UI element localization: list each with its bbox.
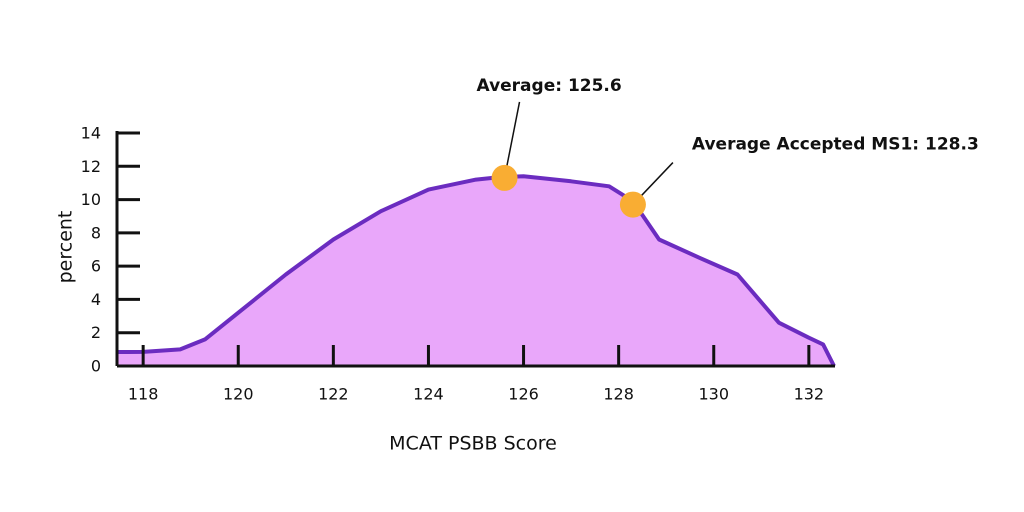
x-tick-label: 124	[413, 385, 444, 404]
x-axis-label: MCAT PSBB Score	[389, 433, 557, 455]
y-tick-label: 6	[91, 257, 101, 276]
y-tick-label: 8	[91, 223, 101, 242]
x-tick-label: 126	[508, 385, 539, 404]
x-tick-label: 132	[794, 385, 825, 404]
y-tick-label: 14	[81, 124, 101, 143]
y-tick-label: 12	[81, 157, 101, 176]
annotation-label: Average: 125.6	[477, 76, 622, 96]
area-fill	[117, 176, 835, 366]
y-tick-label: 10	[81, 190, 101, 209]
x-tick-label: 118	[128, 385, 159, 404]
y-axis-label: percent	[55, 211, 77, 284]
y-tick-label: 0	[91, 357, 101, 376]
y-tick-label: 2	[91, 323, 101, 342]
x-tick-label: 128	[603, 385, 634, 404]
y-tick-label: 4	[91, 290, 101, 309]
x-tick-label: 122	[318, 385, 349, 404]
x-tick-label: 120	[223, 385, 254, 404]
annotation-marker	[491, 164, 518, 191]
annotation-marker	[619, 191, 646, 218]
area-line	[116, 174, 836, 367]
x-tick-label: 130	[698, 385, 729, 404]
annotation-label: Average Accepted MS1: 128.3	[692, 135, 979, 155]
